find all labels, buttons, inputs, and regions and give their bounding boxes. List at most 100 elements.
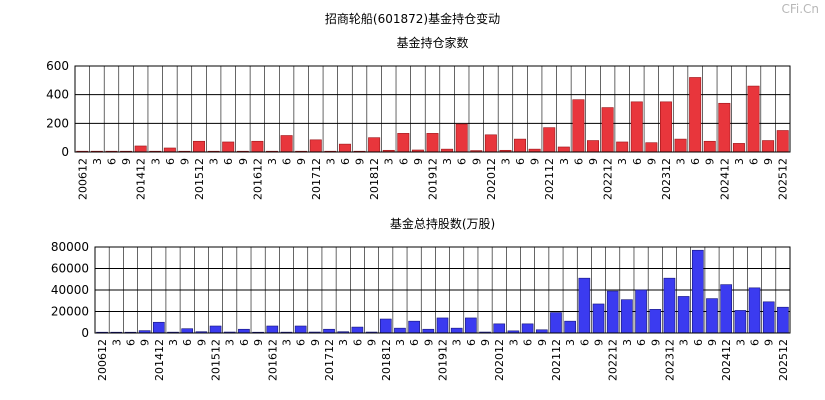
- x-tick-label: 6: [238, 339, 251, 346]
- y-tick-label: 20000: [51, 305, 89, 319]
- y-tick-label: 0: [61, 145, 69, 159]
- x-tick-label: 202412: [718, 158, 731, 200]
- bar: [748, 287, 761, 334]
- x-tick-label: 9: [354, 158, 367, 165]
- bar: [521, 323, 534, 334]
- x-tick-label: 6: [222, 158, 235, 165]
- x-tick-label: 202312: [663, 339, 676, 381]
- x-tick-label: 6: [408, 339, 421, 346]
- x-tick-label: 3: [324, 158, 337, 165]
- bar: [397, 133, 410, 153]
- bar: [266, 325, 279, 334]
- bar: [238, 328, 250, 334]
- bar: [251, 140, 264, 153]
- bar: [734, 310, 747, 334]
- x-tick-label: 3: [110, 339, 123, 346]
- x-tick-label: 3: [616, 158, 629, 165]
- bar: [543, 127, 556, 153]
- plot-border: [74, 65, 791, 153]
- y-tick-label: 0: [81, 326, 89, 340]
- x-tick-label: 201812: [380, 339, 393, 381]
- x-tick-label: 201712: [323, 339, 336, 381]
- x-tick-label: 6: [281, 158, 294, 165]
- x-tick-label: 3: [734, 339, 747, 346]
- bar: [606, 290, 619, 334]
- bar: [465, 317, 477, 334]
- x-tick-label: 202112: [550, 339, 563, 381]
- x-tick-label: 202012: [485, 158, 498, 200]
- watermark: CFi.Cn: [781, 2, 819, 16]
- x-tick-label: 6: [456, 158, 469, 165]
- bar: [163, 147, 176, 153]
- x-tick-label: 201912: [437, 339, 450, 381]
- bar: [455, 123, 468, 153]
- bar: [514, 138, 527, 153]
- x-tick-label: 6: [105, 158, 118, 165]
- x-tick-label: 9: [295, 158, 308, 165]
- bar: [762, 301, 775, 334]
- bar: [564, 320, 576, 334]
- bar: [493, 323, 506, 334]
- y-tick-label: 200: [46, 116, 69, 130]
- bar: [294, 325, 307, 334]
- x-tick-label: 202212: [602, 158, 615, 200]
- x-tick-label: 6: [514, 158, 527, 165]
- x-tick-label: 3: [91, 158, 104, 165]
- bar: [621, 299, 633, 334]
- x-tick-label: 3: [621, 339, 634, 346]
- bar: [587, 140, 600, 153]
- plot-border: [94, 246, 791, 334]
- x-tick-label: 9: [649, 339, 662, 346]
- bar: [152, 321, 165, 334]
- x-tick-label: 9: [645, 158, 658, 165]
- x-tick-label: 6: [522, 339, 535, 346]
- bar: [691, 249, 704, 334]
- x-tick-label: 9: [366, 339, 379, 346]
- x-tick-label: 3: [678, 339, 691, 346]
- x-tick-label: 9: [139, 339, 152, 346]
- bar: [777, 306, 789, 334]
- x-tick-label: 201412: [153, 339, 166, 381]
- chart-title: 基金持仓家数: [396, 35, 468, 50]
- x-tick-label: 9: [529, 158, 542, 165]
- bar: [134, 145, 147, 153]
- x-tick-label: 202012: [493, 339, 506, 381]
- bar: [557, 146, 570, 153]
- x-tick-label: 201512: [210, 339, 223, 381]
- bar: [181, 328, 194, 334]
- x-tick-label: 3: [499, 158, 512, 165]
- x-tick-label: 202512: [777, 158, 790, 200]
- x-tick-label: 201912: [427, 158, 440, 200]
- bar: [222, 141, 235, 153]
- x-tick-label: 6: [295, 339, 308, 346]
- bar: [762, 140, 775, 153]
- x-tick-label: 9: [762, 158, 775, 165]
- x-tick-label: 9: [309, 339, 322, 346]
- x-tick-label: 3: [224, 339, 237, 346]
- x-tick-label: 6: [351, 339, 364, 346]
- x-tick-label: 9: [252, 339, 265, 346]
- x-tick-label: 201812: [368, 158, 381, 200]
- bar: [379, 318, 392, 334]
- bar: [450, 327, 463, 334]
- x-tick-label: 202512: [777, 339, 790, 381]
- bar: [572, 99, 585, 153]
- x-tick-label: 9: [706, 339, 719, 346]
- x-tick-label: 3: [337, 339, 350, 346]
- bar: [776, 130, 789, 153]
- x-tick-label: 6: [572, 158, 585, 165]
- x-tick-label: 202112: [543, 158, 556, 200]
- bar: [720, 284, 733, 334]
- bar: [645, 142, 658, 153]
- bar: [732, 143, 745, 153]
- x-tick-label: 6: [164, 158, 177, 165]
- bar: [663, 277, 676, 334]
- bar: [368, 137, 381, 153]
- x-tick-label: 202412: [720, 339, 733, 381]
- y-tick-label: 40000: [51, 283, 89, 297]
- bar: [209, 325, 222, 334]
- x-tick-label: 3: [451, 339, 464, 346]
- x-tick-label: 6: [631, 158, 644, 165]
- x-tick-label: 6: [692, 339, 705, 346]
